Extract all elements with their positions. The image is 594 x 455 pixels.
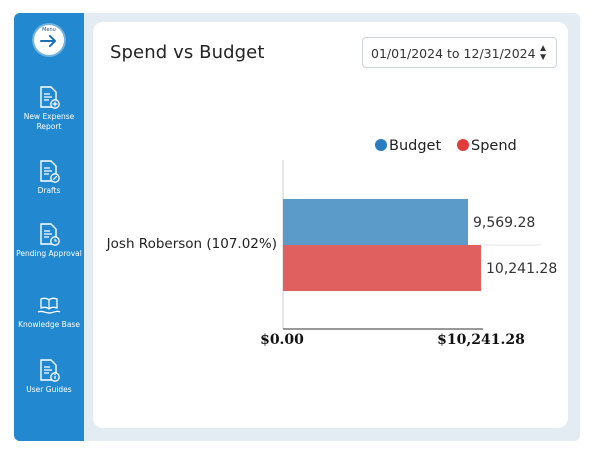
sidebar-item-label: Knowledge Base <box>18 320 80 329</box>
pending-approval-icon <box>40 223 60 246</box>
sidebar-item-label: User Guides <box>26 385 72 394</box>
card-title: Spend vs Budget <box>110 42 265 63</box>
sidebar-item-knowledge-base[interactable]: Knowledge Base <box>14 296 84 330</box>
sidebar-item-drafts[interactable]: Drafts <box>14 160 84 196</box>
sidebar: Menu New Expense Report Drafts Pendi <box>14 13 84 441</box>
knowledge-base-icon <box>37 297 61 314</box>
arrow-right-icon <box>40 35 56 47</box>
date-range-select[interactable]: 01/01/2024 to 12/31/2024 ▲ ▼ <box>362 37 557 68</box>
data-label-spend: 10,241.28 <box>486 261 557 277</box>
sidebar-item-pending-approval[interactable]: Pending Approval <box>14 223 84 259</box>
legend-label-spend: Spend <box>471 138 517 154</box>
sidebar-item-label: Pending Approval <box>16 249 82 258</box>
user-guides-icon <box>40 359 60 382</box>
sidebar-item-label: New Expense Report <box>23 112 75 131</box>
date-range-value: 01/01/2024 to 12/31/2024 <box>371 46 536 61</box>
data-label-budget: 9,569.28 <box>473 215 535 231</box>
category-label: Josh Roberson (107.02%) <box>106 236 277 252</box>
x-tick-label-max: $10,241.28 <box>437 332 525 348</box>
legend-label-budget: Budget <box>389 138 441 154</box>
menu-label: Menu <box>42 27 56 33</box>
bar-spend <box>283 245 481 291</box>
sidebar-item-user-guides[interactable]: User Guides <box>14 359 84 395</box>
sidebar-item-new-expense-report[interactable]: New Expense Report <box>14 86 84 132</box>
spend-vs-budget-card: Spend vs Budget 01/01/2024 to 12/31/2024… <box>93 22 568 428</box>
legend-marker-spend <box>457 139 469 151</box>
drafts-icon <box>40 160 60 183</box>
new-expense-report-icon <box>40 86 60 109</box>
sort-caret-icon: ▲ ▼ <box>538 43 548 63</box>
sidebar-item-label: Drafts <box>37 186 61 195</box>
menu-button[interactable]: Menu <box>34 25 64 55</box>
spend-vs-budget-chart: Budget Spend 9,569.28 10,241.28 Josh Roberso… <box>106 138 558 348</box>
legend-marker-budget <box>375 139 387 151</box>
bar-budget <box>283 199 469 245</box>
x-tick-label-min: $0.00 <box>260 332 304 348</box>
